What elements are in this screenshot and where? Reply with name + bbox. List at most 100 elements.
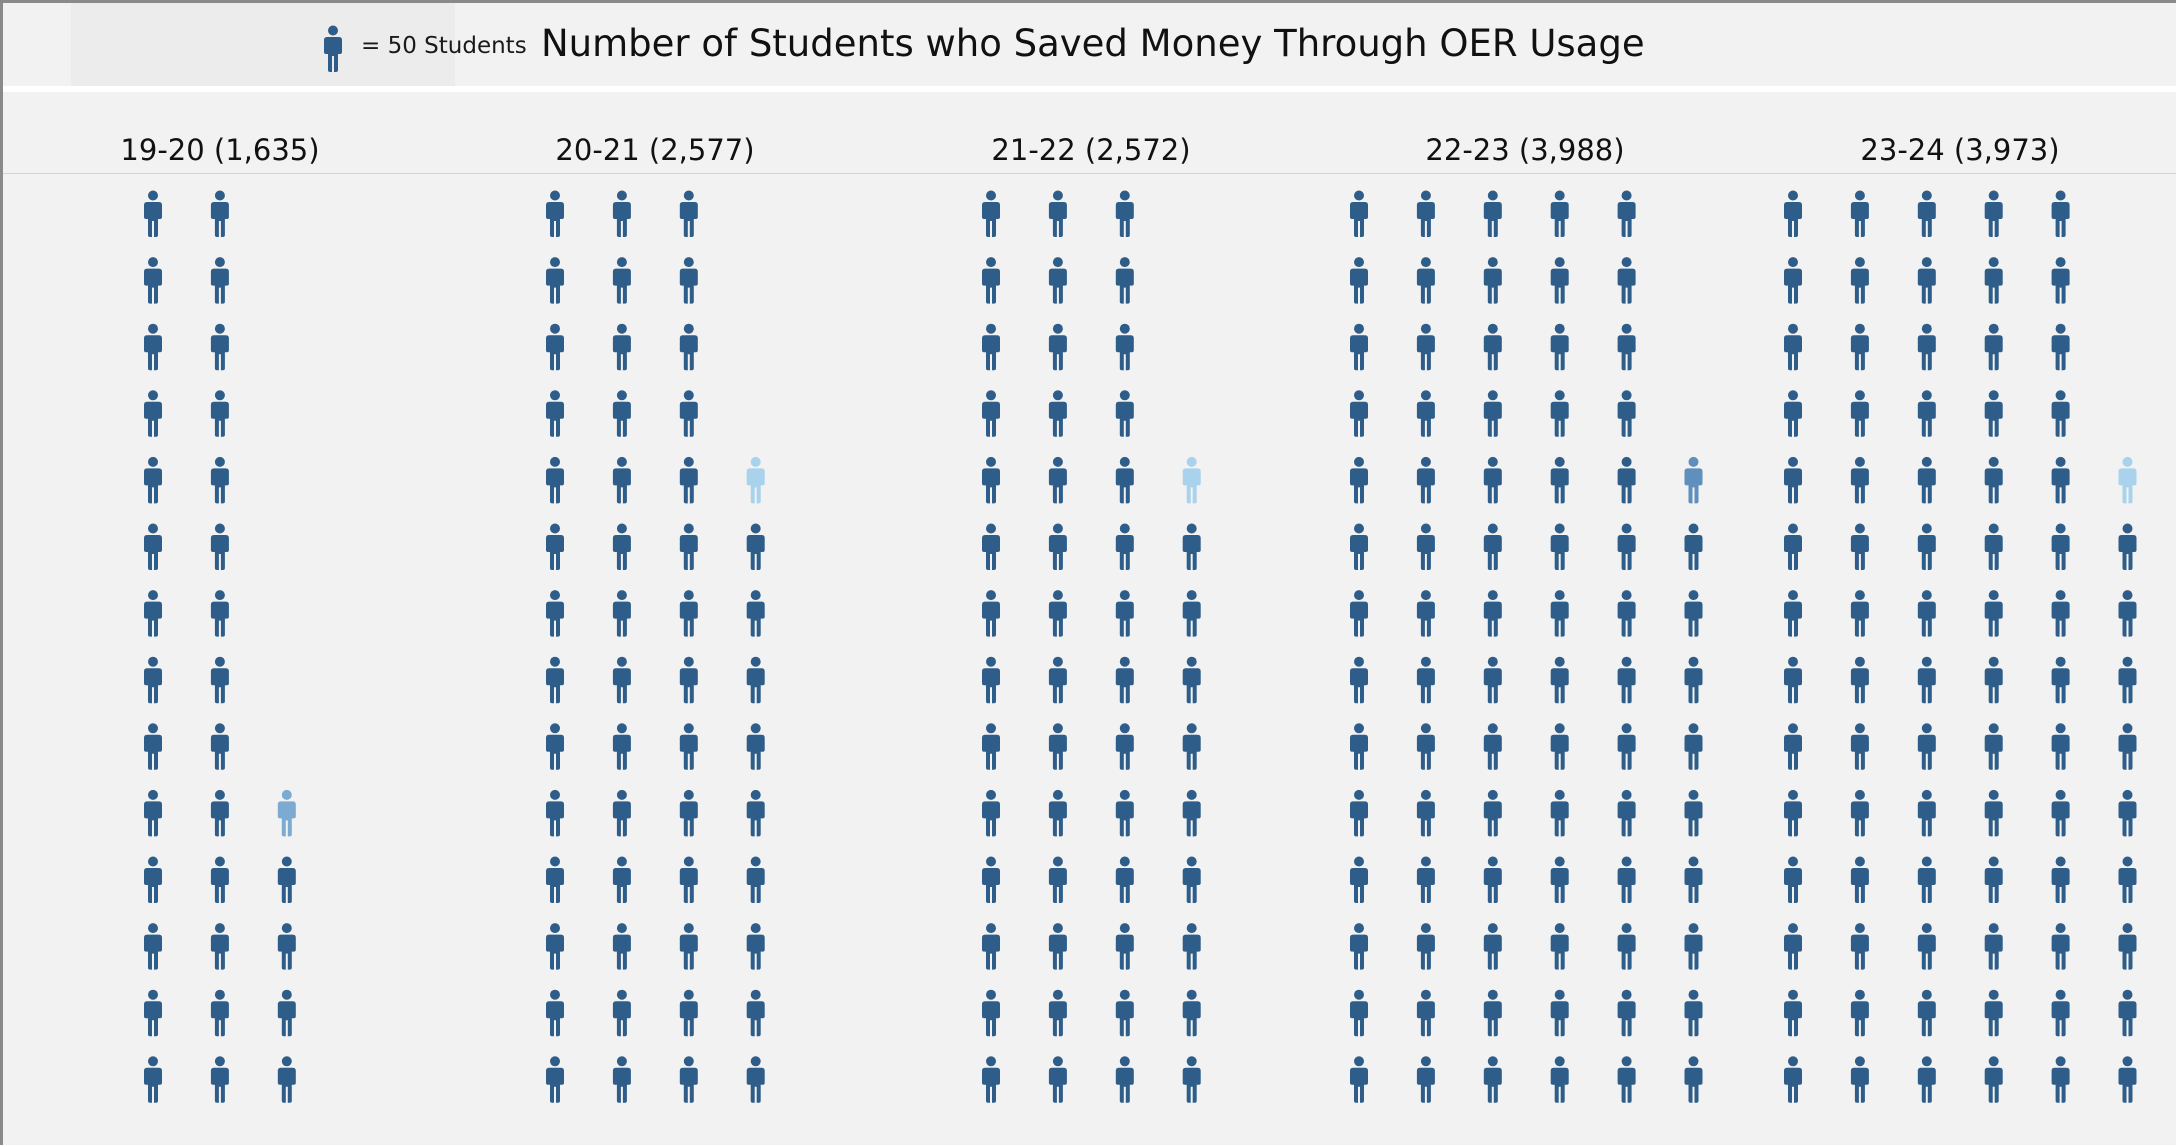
person-icon <box>210 656 229 704</box>
person-icon <box>982 390 1000 437</box>
person-icon <box>1115 590 1134 637</box>
person-icon <box>1416 456 1435 504</box>
person-icon <box>612 190 631 237</box>
group-label-21-22: 21-22 (2,572) <box>991 133 1190 167</box>
person-icon <box>679 923 698 970</box>
person-icon <box>1550 323 1569 371</box>
person-icon <box>210 390 229 437</box>
person-icon <box>746 656 765 704</box>
person-icon <box>2118 1056 2137 1103</box>
person-icon <box>1784 390 1802 437</box>
person-icon <box>1416 190 1435 237</box>
group-label-22-23: 22-23 (3,988) <box>1425 133 1624 167</box>
person-icon <box>1350 656 1368 704</box>
person-icon <box>1784 590 1802 637</box>
person-icon <box>982 656 1000 704</box>
person-icon <box>1684 923 1703 970</box>
person-icon <box>1350 456 1368 504</box>
person-icon <box>1550 456 1569 504</box>
person-icon <box>612 390 631 437</box>
person-icon <box>2051 190 2070 237</box>
person-icon <box>1048 523 1067 570</box>
person-icon <box>1115 257 1134 304</box>
person-icon <box>1483 723 1502 770</box>
person-icon <box>982 856 1000 903</box>
person-icon <box>1483 989 1502 1037</box>
person-icon <box>679 190 698 237</box>
person-icon <box>1416 989 1435 1037</box>
person-icon <box>1850 1056 1869 1103</box>
person-icon <box>2118 723 2137 770</box>
person-icon <box>1550 1056 1569 1103</box>
person-icon <box>1850 523 1869 570</box>
person-icon <box>1784 923 1802 970</box>
person-icon <box>144 323 162 371</box>
person-icon <box>1416 257 1435 304</box>
person-icon <box>746 789 765 837</box>
person-icon <box>612 989 631 1037</box>
person-icon <box>1483 656 1502 704</box>
person-icon <box>1182 856 1201 903</box>
person-icon <box>1617 789 1636 837</box>
person-icon <box>1550 257 1569 304</box>
person-icon <box>1917 190 1936 237</box>
person-icon <box>1182 1056 1201 1103</box>
person-icon <box>982 190 1000 237</box>
person-icon <box>1617 723 1636 770</box>
group-label-23-24: 23-24 (3,973) <box>1860 133 2059 167</box>
panel-header-divider <box>3 173 2176 174</box>
person-icon <box>2118 656 2137 704</box>
person-icon <box>546 590 564 637</box>
person-icon <box>546 456 564 504</box>
person-icon <box>1684 1056 1703 1103</box>
partial-person-icon <box>1684 456 1703 504</box>
person-icon <box>612 323 631 371</box>
person-icon <box>746 923 765 970</box>
person-icon <box>1182 523 1201 570</box>
person-icon <box>1550 789 1569 837</box>
person-icon <box>2051 923 2070 970</box>
person-icon <box>144 989 162 1037</box>
person-icon <box>2118 923 2137 970</box>
person-icon <box>1984 789 2003 837</box>
person-icon <box>1917 656 1936 704</box>
person-icon <box>1048 456 1067 504</box>
person-icon <box>1617 1056 1636 1103</box>
group-label-20-21: 20-21 (2,577) <box>555 133 754 167</box>
person-icon <box>210 523 229 570</box>
person-icon <box>2051 323 2070 371</box>
person-icon <box>546 390 564 437</box>
person-icon <box>1917 456 1936 504</box>
person-icon <box>2051 257 2070 304</box>
person-icon <box>746 590 765 637</box>
person-icon <box>1917 590 1936 637</box>
person-icon <box>144 257 162 304</box>
person-icon <box>1784 190 1802 237</box>
person-icon <box>210 323 229 371</box>
person-icon <box>324 25 342 72</box>
person-icon <box>1350 989 1368 1037</box>
person-icon <box>210 856 229 903</box>
person-icon <box>982 590 1000 637</box>
person-icon <box>1784 523 1802 570</box>
person-icon <box>2051 989 2070 1037</box>
person-icon <box>1684 656 1703 704</box>
person-icon <box>1984 323 2003 371</box>
person-icon <box>1784 856 1802 903</box>
person-icon <box>2118 989 2137 1037</box>
person-icon <box>210 789 229 837</box>
person-icon <box>1784 456 1802 504</box>
person-icon <box>1483 523 1502 570</box>
person-icon <box>1617 257 1636 304</box>
person-icon <box>1617 456 1636 504</box>
person-icon <box>982 1056 1000 1103</box>
person-icon <box>1115 923 1134 970</box>
person-icon <box>277 856 296 903</box>
person-icon <box>210 456 229 504</box>
person-icon <box>1984 923 2003 970</box>
person-icon <box>1483 789 1502 837</box>
person-icon <box>1483 190 1502 237</box>
person-icon <box>1550 390 1569 437</box>
person-icon <box>1550 923 1569 970</box>
